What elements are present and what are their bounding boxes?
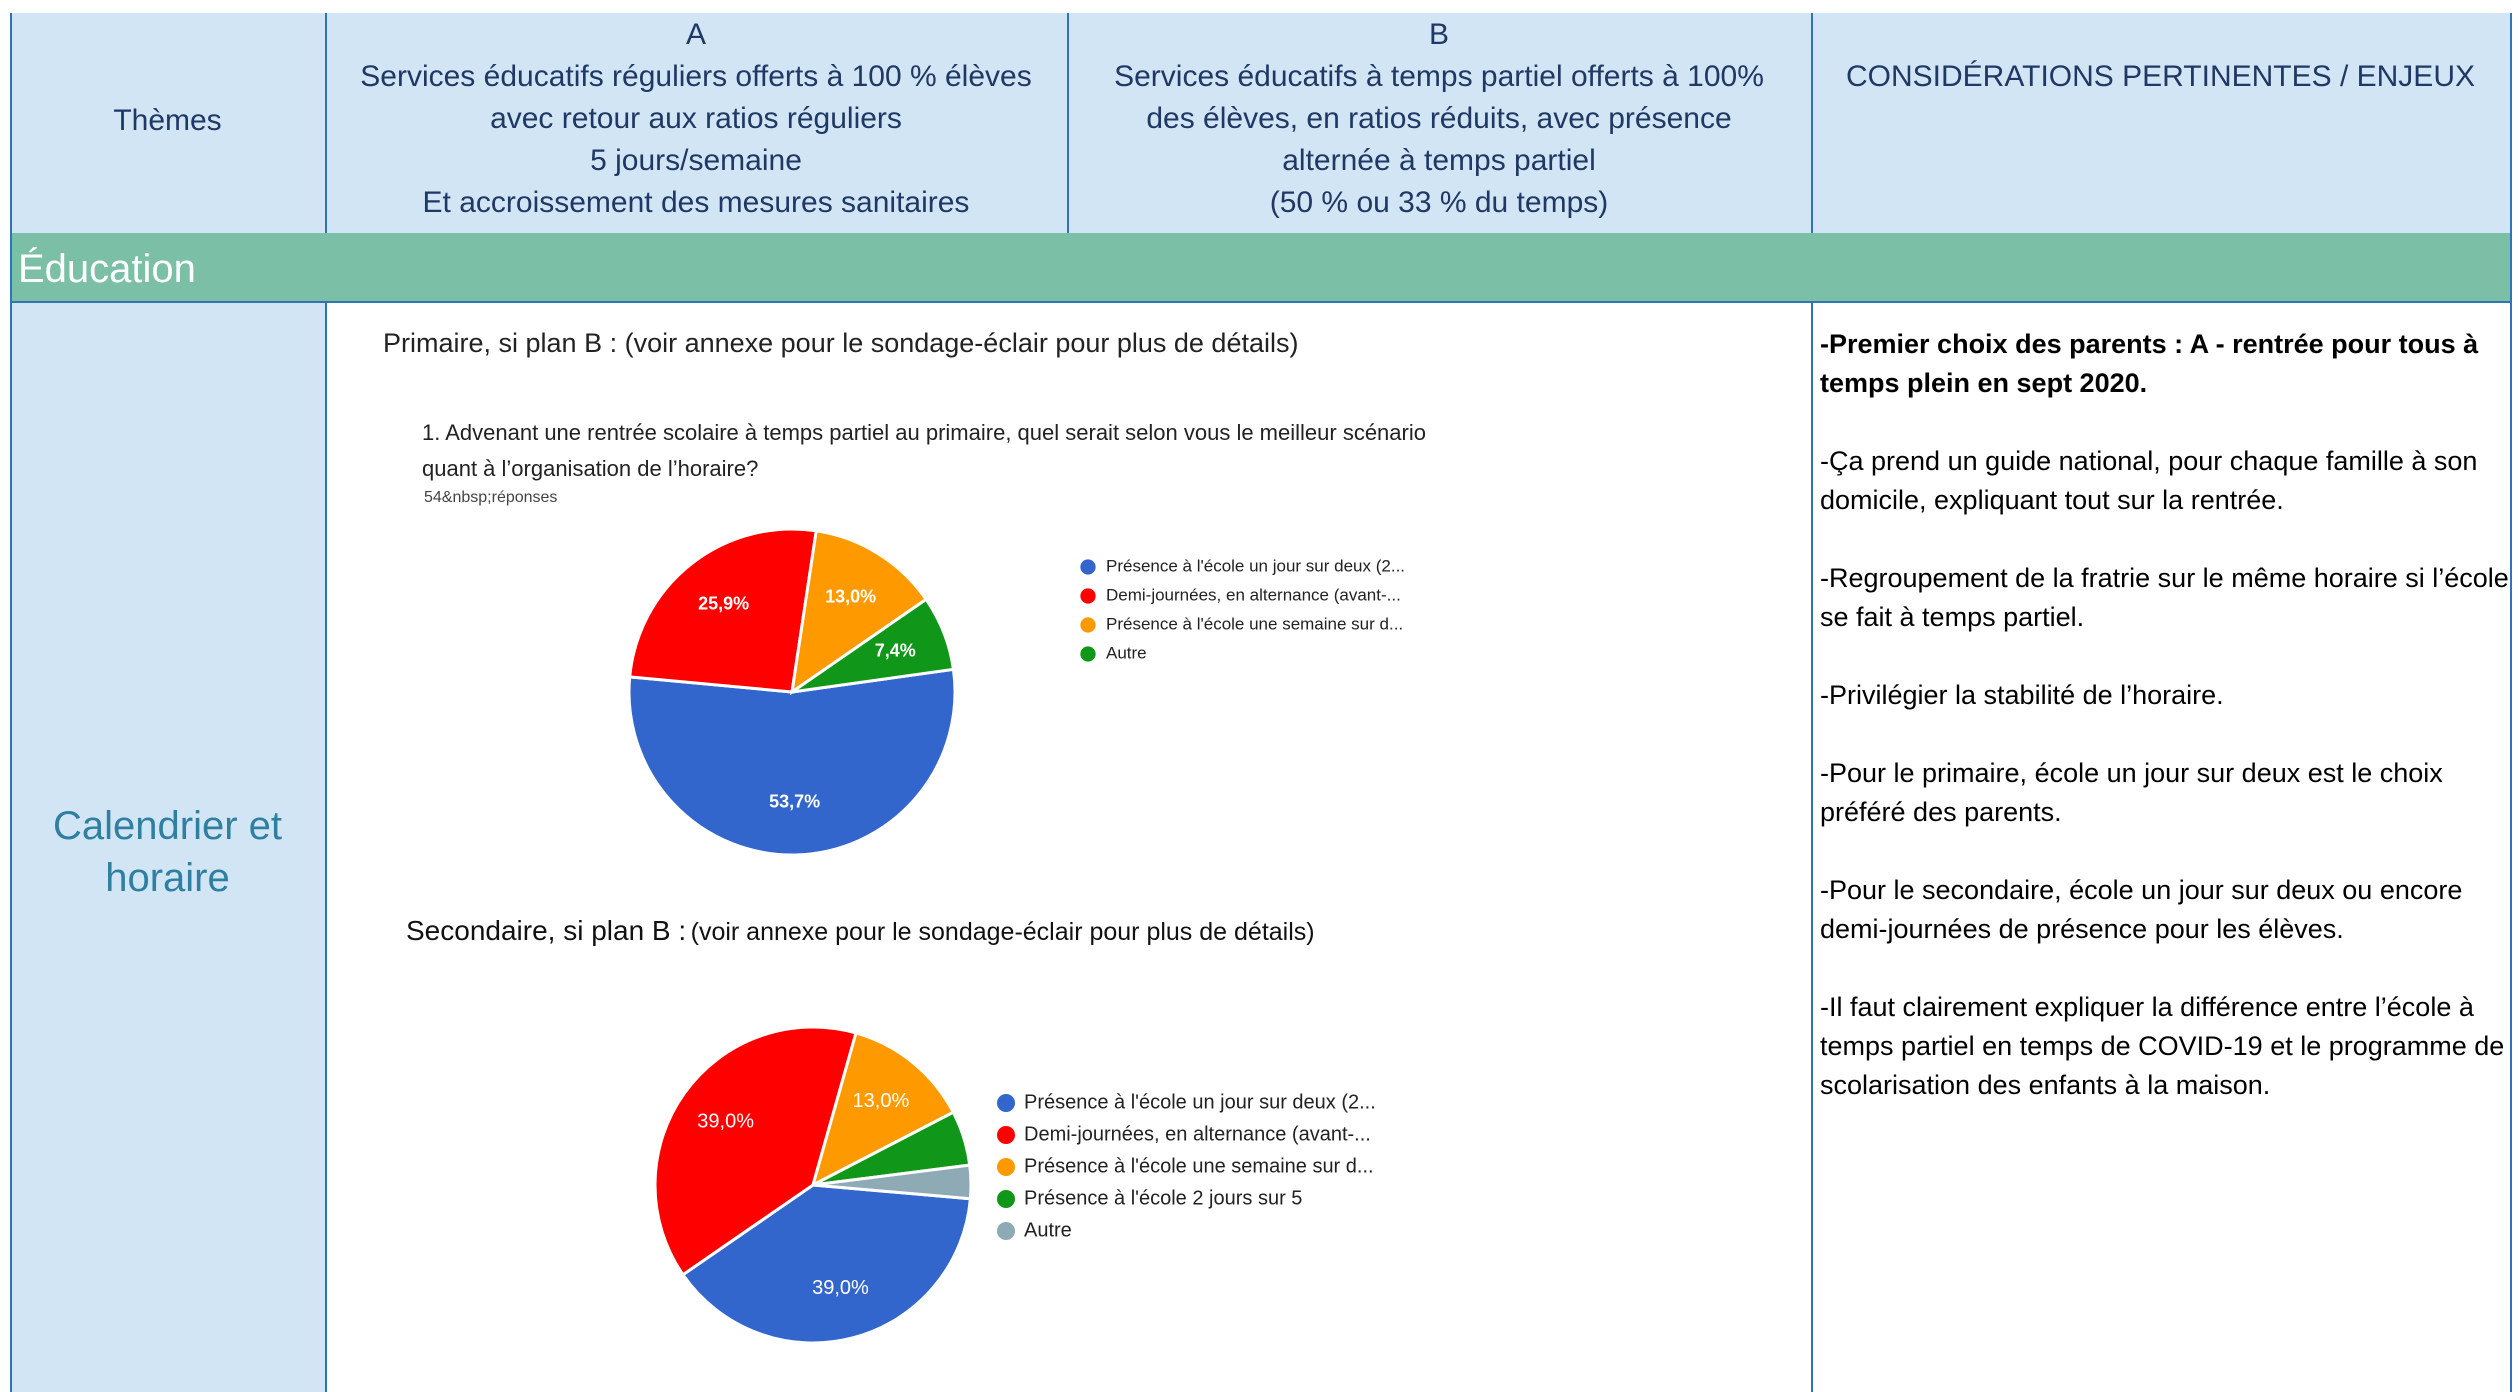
point: -Il faut clairement expliquer la différe… [1820, 992, 2505, 1100]
chart-title: 1. Advenant une rentrée scolaire à temps… [422, 420, 1426, 481]
pie-slice [653, 1025, 858, 1277]
border [1811, 13, 1813, 233]
header-line: Services éducatifs réguliers offerts à 1… [360, 60, 1032, 93]
primary-heading: Primaire, si plan B : (voir annexe pour … [383, 328, 1299, 358]
legend-swatch [1080, 559, 1096, 575]
row-theme: Calendrier et horaire [52, 804, 282, 900]
pie-slice [812, 1163, 973, 1201]
heading-note: (voir annexe pour le sondage-éclair pour… [690, 918, 1315, 946]
point: -Privilégier la stabilité de l’horaire. [1820, 680, 2224, 710]
section-title: Éducation [18, 247, 196, 291]
header-col-b: B Services éducatifs à temps partiel off… [1067, 14, 1811, 224]
legend-label: Demi-journées, en alternance (avant-... [1024, 1123, 1371, 1145]
legend-label: Présence à l'école une semaine sur d... [1024, 1155, 1374, 1177]
value-label: 39,0% [812, 1277, 869, 1299]
header-line: 5 jours/semaine [590, 144, 802, 177]
chart-subtitle: 54&nbsp;réponses [424, 489, 558, 506]
legend-label: Présence à l'école 2 jours sur 5 [1024, 1187, 1302, 1209]
border [2510, 13, 2512, 1392]
point: -Pour le primaire, école un jour sur deu… [1820, 758, 2443, 827]
header-line: (50 % ou 33 % du temps) [1269, 186, 1609, 219]
legend-label: Présence à l'école une semaine sur d... [1106, 614, 1403, 633]
key-point: -Premier choix des parents : A - rentrée… [1820, 329, 2479, 398]
pie-slice [628, 527, 818, 694]
pie-slice [790, 529, 929, 696]
legend-label: Présence à l'école un jour sur deux (2..… [1024, 1091, 1376, 1113]
border [1067, 13, 1069, 233]
border [325, 301, 327, 1392]
legend-label: Demi-journées, en alternance (avant-... [1106, 585, 1401, 604]
legend-swatch [1080, 588, 1096, 604]
header-letter: B [1428, 18, 1449, 51]
header-line: des élèves, en ratios réduits, avec prés… [1146, 102, 1732, 135]
pie-slice [791, 597, 956, 694]
header-themes: Thèmes [113, 104, 222, 137]
legend-label: Présence à l'école un jour sur deux (2..… [1106, 556, 1405, 575]
secondary-heading: Secondaire, si plan B : (voir annexe pou… [406, 915, 1315, 947]
header-line: Services éducatifs à temps partiel offer… [1114, 60, 1764, 93]
legend-label: Autre [1024, 1219, 1072, 1241]
theme-cell [10, 301, 325, 1392]
value-label: 13,0% [825, 587, 876, 607]
border [325, 13, 327, 233]
legend-swatch [997, 1222, 1015, 1240]
header-letter: A [685, 18, 706, 51]
legend-swatch [1080, 617, 1096, 633]
pie-slice [680, 1183, 973, 1345]
legend-swatch [997, 1190, 1015, 1208]
legend-swatch [997, 1126, 1015, 1144]
point: -Regroupement de la fratrie sur le même … [1820, 563, 2509, 632]
value-label: 53,7% [769, 792, 820, 812]
legend-swatch [997, 1158, 1015, 1176]
value-label: 39,0% [697, 1111, 754, 1133]
considerations: -Premier choix des parents : A - rentrée… [1820, 325, 2510, 1144]
header-line: alternée à temps partiel [1282, 144, 1596, 177]
heading-text: Secondaire, si plan B : [406, 915, 687, 946]
header-row [10, 13, 2512, 233]
legend-label: Autre [1106, 643, 1147, 662]
border [10, 13, 12, 1392]
point: -Pour le secondaire, école un jour sur d… [1820, 875, 2463, 944]
legend-swatch [1080, 646, 1096, 662]
header-col-c: CONSIDÉRATIONS PERTINENTES / ENJEUX [1846, 60, 2475, 93]
header-line: avec retour aux ratios réguliers [490, 102, 902, 135]
header-line: Et accroissement des mesures sanitaires [422, 186, 970, 219]
value-label: 7,4% [875, 640, 916, 660]
border [10, 301, 2512, 303]
pie-slice [810, 1031, 956, 1188]
value-label: 25,9% [698, 593, 749, 613]
header-col-a: A Services éducatifs réguliers offerts à… [325, 14, 1067, 224]
section-band [10, 233, 2512, 301]
value-label: 13,0% [853, 1090, 910, 1112]
point: -Ça prend un guide national, pour chaque… [1820, 446, 2478, 515]
pie-slice [627, 667, 957, 857]
legend-swatch [997, 1094, 1015, 1112]
border [1811, 301, 1813, 1392]
